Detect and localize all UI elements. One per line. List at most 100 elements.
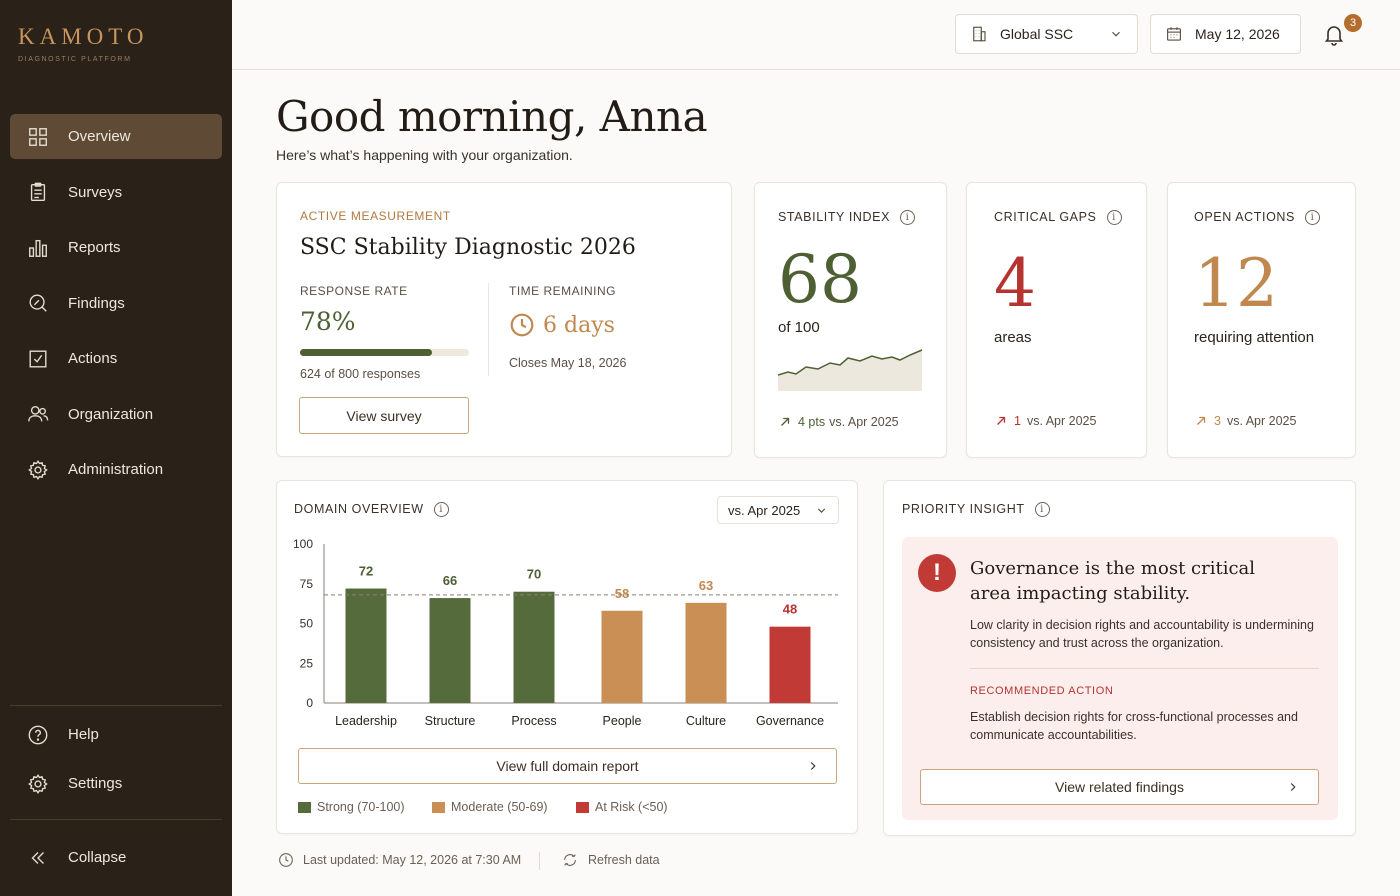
notifications-button[interactable] [1322,22,1348,48]
compare-period-select[interactable]: vs. Apr 2025 [717,496,839,524]
critical-gaps-value: 4 [994,245,1036,322]
x-tick-label: Culture [686,714,726,728]
date-picker[interactable]: May 12, 2026 [1150,14,1301,54]
view-survey-button[interactable]: View survey [299,397,469,434]
sidebar-item-organization[interactable]: Organization [10,392,222,437]
chevron-down-icon [817,507,826,513]
sidebar-item-surveys[interactable]: Surveys [10,170,222,215]
sidebar-item-label: Surveys [68,183,123,201]
x-tick-label: Governance [756,714,824,728]
sidebar-item-settings[interactable]: Settings [10,761,222,806]
open-actions-sub: requiring attention [1194,329,1315,346]
grid-icon [26,125,50,149]
info-icon[interactable]: i [1034,502,1050,518]
insight-divider [970,668,1319,669]
sidebar-item-label: Help [68,726,99,743]
open-actions-trend: 3 vs. Apr 2025 [1194,414,1296,428]
page-title: Good morning, Anna [276,92,708,141]
building-icon [973,26,986,42]
arrow-up-right-icon [781,417,790,426]
sidebar-item-actions[interactable]: Actions [10,336,222,381]
last-updated-text: Last updated: May 12, 2026 at 7:30 AM [303,853,522,867]
brand-subtitle: DIAGNOSTIC PLATFORM [18,56,132,63]
info-icon[interactable]: i [1304,210,1320,226]
chevron-down-icon [1112,31,1120,37]
sidebar-item-reports[interactable]: Reports [10,225,222,270]
legend-moderate: Moderate (50-69) [432,800,548,814]
insight-headline: Governance is the most critical area imp… [970,558,1256,604]
info-icon[interactable]: i [433,502,449,518]
sidebar-item-help[interactable]: Help [10,712,222,757]
open-actions-trend-value: 3 [1214,414,1221,428]
time-remaining-value: 6 days [543,312,615,338]
brand-name: KAMOTO [18,24,149,49]
checkbox-icon [26,347,50,371]
y-tick-label: 75 [300,577,314,591]
sidebar-item-findings[interactable]: Findings [10,281,222,326]
priority-insight-header: PRIORITY INSIGHT i [902,502,1050,518]
sidebar-item-label: Administration [68,461,164,478]
stability-index-sub: of 100 [778,319,820,336]
view-related-findings-button[interactable]: View related findings [920,769,1319,805]
bar-value-label: 48 [783,602,797,617]
footer-divider [539,852,540,870]
y-tick-label: 0 [306,696,313,710]
recommended-action-label: RECOMMENDED ACTION [970,685,1114,697]
view-domain-report-button[interactable]: View full domain report [298,748,837,784]
insight-body: Low clarity in decision rights and accou… [970,618,1314,650]
bar-value-label: 72 [359,564,373,579]
search-findings-icon [26,291,50,315]
column-divider [488,283,489,376]
bar-value-label: 63 [699,578,713,593]
brand-logo[interactable]: KAMOTO DIAGNOSTIC PLATFORM [18,24,149,63]
sidebar-bottom-nav: Help Settings [10,712,222,810]
priority-insight-title: PRIORITY INSIGHT [902,502,1025,516]
domain-bar-chart: 0 25 50 75 100 72 Leadership 66 Structure 70 Proce… [293,537,838,728]
gear-icon [26,458,50,482]
alert-icon: ! [918,554,956,592]
responses-count: 624 of 800 responses [300,367,421,381]
sidebar-item-overview[interactable]: Overview [10,114,222,159]
critical-gaps-label: CRITICAL GAPS [994,210,1097,224]
sidebar-item-label: Findings [68,294,125,312]
critical-gaps-sub: areas [994,329,1032,346]
refresh-data-button[interactable]: Refresh data [562,852,660,868]
stability-index-header: STABILITY INDEX i [778,210,916,226]
collapse-button[interactable]: Collapse [10,835,222,880]
stability-index-value: 68 [778,241,862,318]
last-updated: Last updated: May 12, 2026 at 7:30 AM [278,852,521,868]
clipboard-icon [26,180,50,204]
bar-value-label: 70 [527,567,541,582]
time-remaining-label: TIME REMAINING [509,284,617,298]
double-chevron-left-icon [26,846,50,870]
legend-at-risk: At Risk (<50) [576,800,668,814]
page-subtitle: Here’s what’s happening with your organi… [276,147,573,163]
critical-gaps-trend-value: 1 [1014,414,1021,428]
response-rate-value: 78% [300,307,356,336]
bell-icon [1324,26,1344,46]
open-actions-card: OPEN ACTIONS i 12 requiring attention 3 v… [1167,182,1356,458]
sidebar-item-label: Organization [68,405,154,423]
response-progress-fill [300,349,432,356]
active-measurement-tag: ACTIVE MEASUREMENT [300,209,451,223]
sidebar-item-administration[interactable]: Administration [10,447,222,492]
x-tick-label: Process [511,714,556,728]
open-actions-header: OPEN ACTIONS i [1194,210,1320,226]
insight-panel: ! Governance is the most critical area i… [902,537,1338,820]
domain-overview-title: DOMAIN OVERVIEW [294,502,424,516]
info-icon[interactable]: i [900,210,916,226]
open-actions-label: OPEN ACTIONS [1194,210,1295,224]
stability-trend-value: 4 pts [798,415,826,429]
arrow-up-right-icon [997,416,1006,425]
sidebar: KAMOTO DIAGNOSTIC PLATFORM Overview Surv… [0,0,232,896]
stability-trend-text: vs. Apr 2025 [829,415,899,429]
chevron-right-icon [1290,783,1296,791]
x-tick-label: Leadership [335,714,397,728]
refresh-icon [564,854,576,866]
y-tick-label: 25 [300,656,314,670]
sidebar-item-label: Settings [68,775,123,792]
org-select[interactable]: Global SSC [955,14,1138,54]
info-icon[interactable]: i [1106,210,1122,226]
stability-index-label: STABILITY INDEX [778,210,891,224]
x-tick-label: People [603,714,642,728]
